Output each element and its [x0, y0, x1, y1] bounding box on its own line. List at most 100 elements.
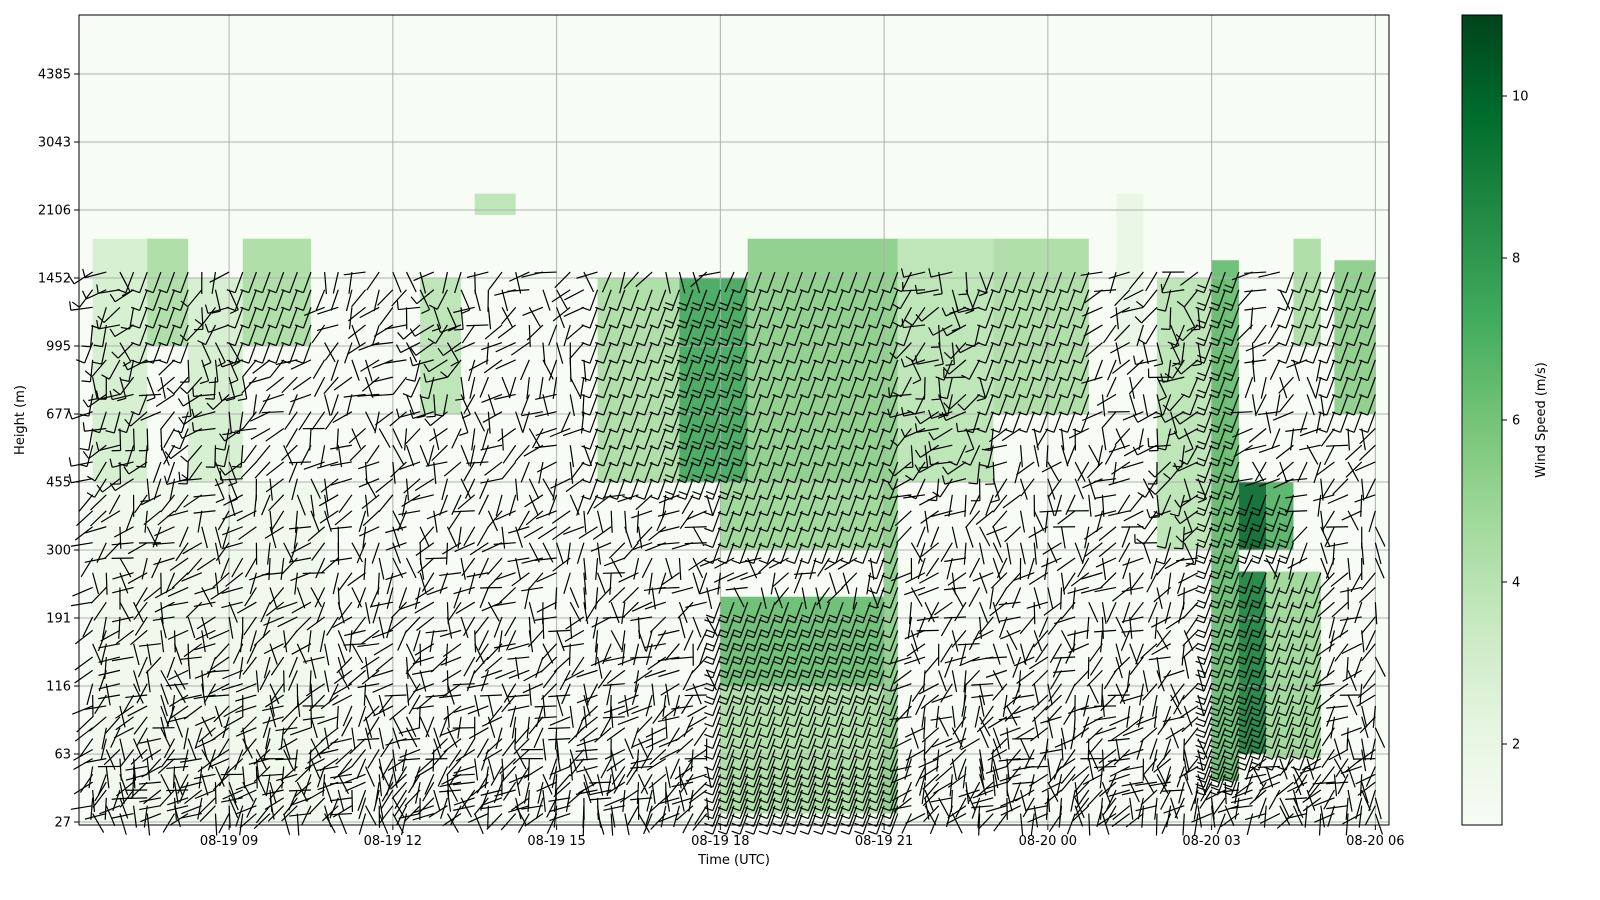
wind-barb — [193, 510, 216, 514]
wind-barb — [180, 376, 203, 395]
wind-barb — [482, 748, 503, 762]
wind-barb — [731, 716, 749, 739]
wind-barb — [717, 797, 735, 820]
wind-barb — [222, 789, 243, 800]
y-tick-label: 27 — [54, 816, 71, 831]
wind-barb — [497, 324, 517, 339]
wind-barb — [460, 557, 466, 580]
wind-barb — [658, 669, 680, 678]
wind-barb — [439, 494, 448, 516]
wind-barb — [636, 716, 653, 734]
wind-barb — [594, 630, 599, 653]
wind-barb — [280, 727, 285, 750]
wind-barb — [510, 797, 530, 811]
wind-barb — [344, 629, 366, 637]
wind-barb — [394, 766, 408, 786]
wind-barb — [717, 813, 735, 835]
wind-barb — [138, 781, 161, 785]
wind-barb — [248, 376, 271, 384]
wind-barb — [731, 526, 749, 548]
wind-barb — [523, 782, 530, 804]
wind-barb — [699, 586, 721, 595]
wind-barb — [291, 478, 298, 501]
wind-barb — [265, 727, 271, 750]
wind-barb — [636, 526, 653, 544]
wind-barb — [180, 758, 202, 763]
wind-barb — [160, 749, 176, 768]
wind-barb — [731, 781, 749, 804]
wind-barb — [316, 765, 339, 772]
wind-barb — [563, 572, 571, 594]
wind-barb — [624, 510, 627, 533]
wind-barb — [437, 342, 462, 356]
wind-barb — [392, 444, 405, 465]
wind-barb — [434, 394, 449, 417]
wind-barb — [501, 694, 517, 713]
wind-barb — [587, 683, 599, 704]
wind-barb — [312, 359, 326, 380]
wind-barb — [649, 478, 667, 500]
wind-barb — [263, 656, 271, 679]
wind-barb — [261, 572, 284, 576]
wind-barb — [351, 324, 361, 346]
wind-barb — [596, 510, 604, 533]
wind-barb — [463, 616, 476, 637]
wind-barb — [417, 758, 435, 774]
wind-barb — [258, 394, 271, 414]
wind-barb — [290, 797, 312, 806]
wind-barb — [397, 630, 408, 651]
wind-barb — [287, 670, 298, 691]
wind-barb — [263, 643, 284, 655]
wind-barb — [511, 572, 530, 587]
wind-barb — [583, 557, 587, 580]
wind-barb — [569, 461, 574, 484]
wind-barb — [651, 683, 656, 706]
wind-barb — [375, 782, 380, 804]
wind-barb — [171, 307, 189, 329]
wind-barb — [160, 602, 164, 625]
wind-barb — [676, 445, 694, 467]
wind-barb — [649, 324, 667, 347]
wind-barb — [630, 727, 640, 749]
wind-barb — [172, 766, 176, 789]
wind-barb — [610, 510, 613, 533]
wind-barb — [242, 359, 257, 378]
wind-barb — [606, 727, 626, 742]
wind-barb — [425, 716, 435, 738]
wind-barb — [338, 601, 353, 621]
wind-barb — [649, 428, 667, 450]
wind-barb — [704, 411, 721, 433]
wind-barb — [351, 359, 360, 381]
wind-barb — [731, 478, 749, 500]
wind-barb — [554, 271, 571, 289]
wind-barb — [180, 444, 203, 463]
wind-barb — [579, 377, 585, 399]
wind-barb — [180, 781, 202, 789]
wind-barb — [99, 805, 121, 815]
wind-barb — [1285, 510, 1308, 513]
wind-barb — [451, 428, 462, 449]
wind-barb — [266, 461, 285, 477]
wind-barb — [717, 394, 735, 416]
wind-barb — [212, 572, 230, 589]
wind-barb — [663, 445, 680, 467]
wind-barb — [478, 494, 489, 515]
wind-barb — [398, 510, 421, 516]
wind-barb — [262, 393, 284, 402]
wind-barb — [461, 324, 476, 344]
x-tick-label: 08-19 21 — [855, 834, 913, 849]
wind-barb — [412, 494, 434, 501]
wind-barb — [683, 630, 694, 651]
wind-barb — [717, 478, 735, 500]
wind-barb — [676, 461, 694, 484]
wind-barb — [398, 727, 421, 734]
wind-barb — [407, 683, 421, 703]
wind-barb — [667, 727, 680, 747]
wind-barb — [365, 766, 375, 787]
wind-barb — [93, 324, 107, 348]
wind-barb — [210, 727, 230, 742]
wind-barb — [237, 601, 257, 614]
wind-barb — [535, 427, 557, 437]
wind-barb — [101, 359, 121, 380]
wind-barb — [144, 271, 162, 294]
